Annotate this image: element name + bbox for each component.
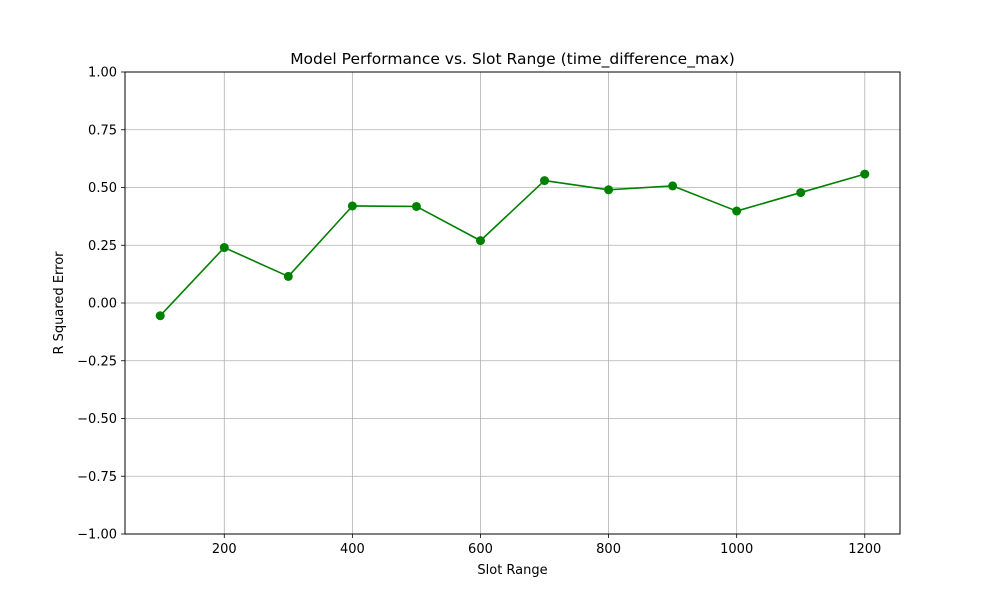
data-point	[668, 181, 678, 191]
x-tick-label: 1200	[848, 542, 881, 557]
y-tick-label: −1.00	[77, 528, 117, 543]
data-point	[475, 236, 485, 246]
x-tick-label: 200	[212, 542, 237, 557]
y-tick-label: −0.50	[77, 412, 117, 427]
grid	[125, 71, 900, 535]
data-point	[604, 185, 614, 195]
data-point	[347, 201, 357, 211]
y-tick-label: 0.25	[88, 239, 117, 254]
x-tick-label: 800	[596, 542, 621, 557]
y-tick-label: 0.50	[88, 181, 117, 196]
y-axis-label: R Squared Error	[52, 251, 67, 355]
data-point	[155, 311, 165, 321]
y-tick-label: 0.00	[88, 297, 117, 312]
x-axis-ticks: 200 400 600 800 1000 1200	[212, 534, 881, 557]
series-layer	[155, 169, 870, 321]
data-point	[283, 271, 293, 281]
x-tick-label: 600	[468, 542, 493, 557]
data-point	[732, 206, 742, 216]
data-point	[219, 243, 229, 253]
chart-title: Model Performance vs. Slot Range (time_d…	[290, 50, 735, 69]
y-tick-label: −0.25	[77, 354, 117, 369]
data-point	[411, 201, 421, 211]
y-tick-label: 0.75	[88, 123, 117, 138]
x-tick-label: 1000	[720, 542, 753, 557]
data-point	[796, 188, 806, 198]
series-line-0	[159, 173, 865, 317]
y-tick-label: 1.00	[88, 66, 117, 81]
x-axis-label: Slot Range	[477, 563, 547, 578]
data-point	[860, 169, 870, 179]
data-point	[540, 176, 550, 186]
y-axis-ticks: −1.00 −0.75 −0.50 −0.25 0.00 0.25 0.50 0.75 1.00	[77, 66, 125, 543]
x-tick-label: 400	[340, 542, 365, 557]
y-tick-label: −0.75	[77, 470, 117, 485]
